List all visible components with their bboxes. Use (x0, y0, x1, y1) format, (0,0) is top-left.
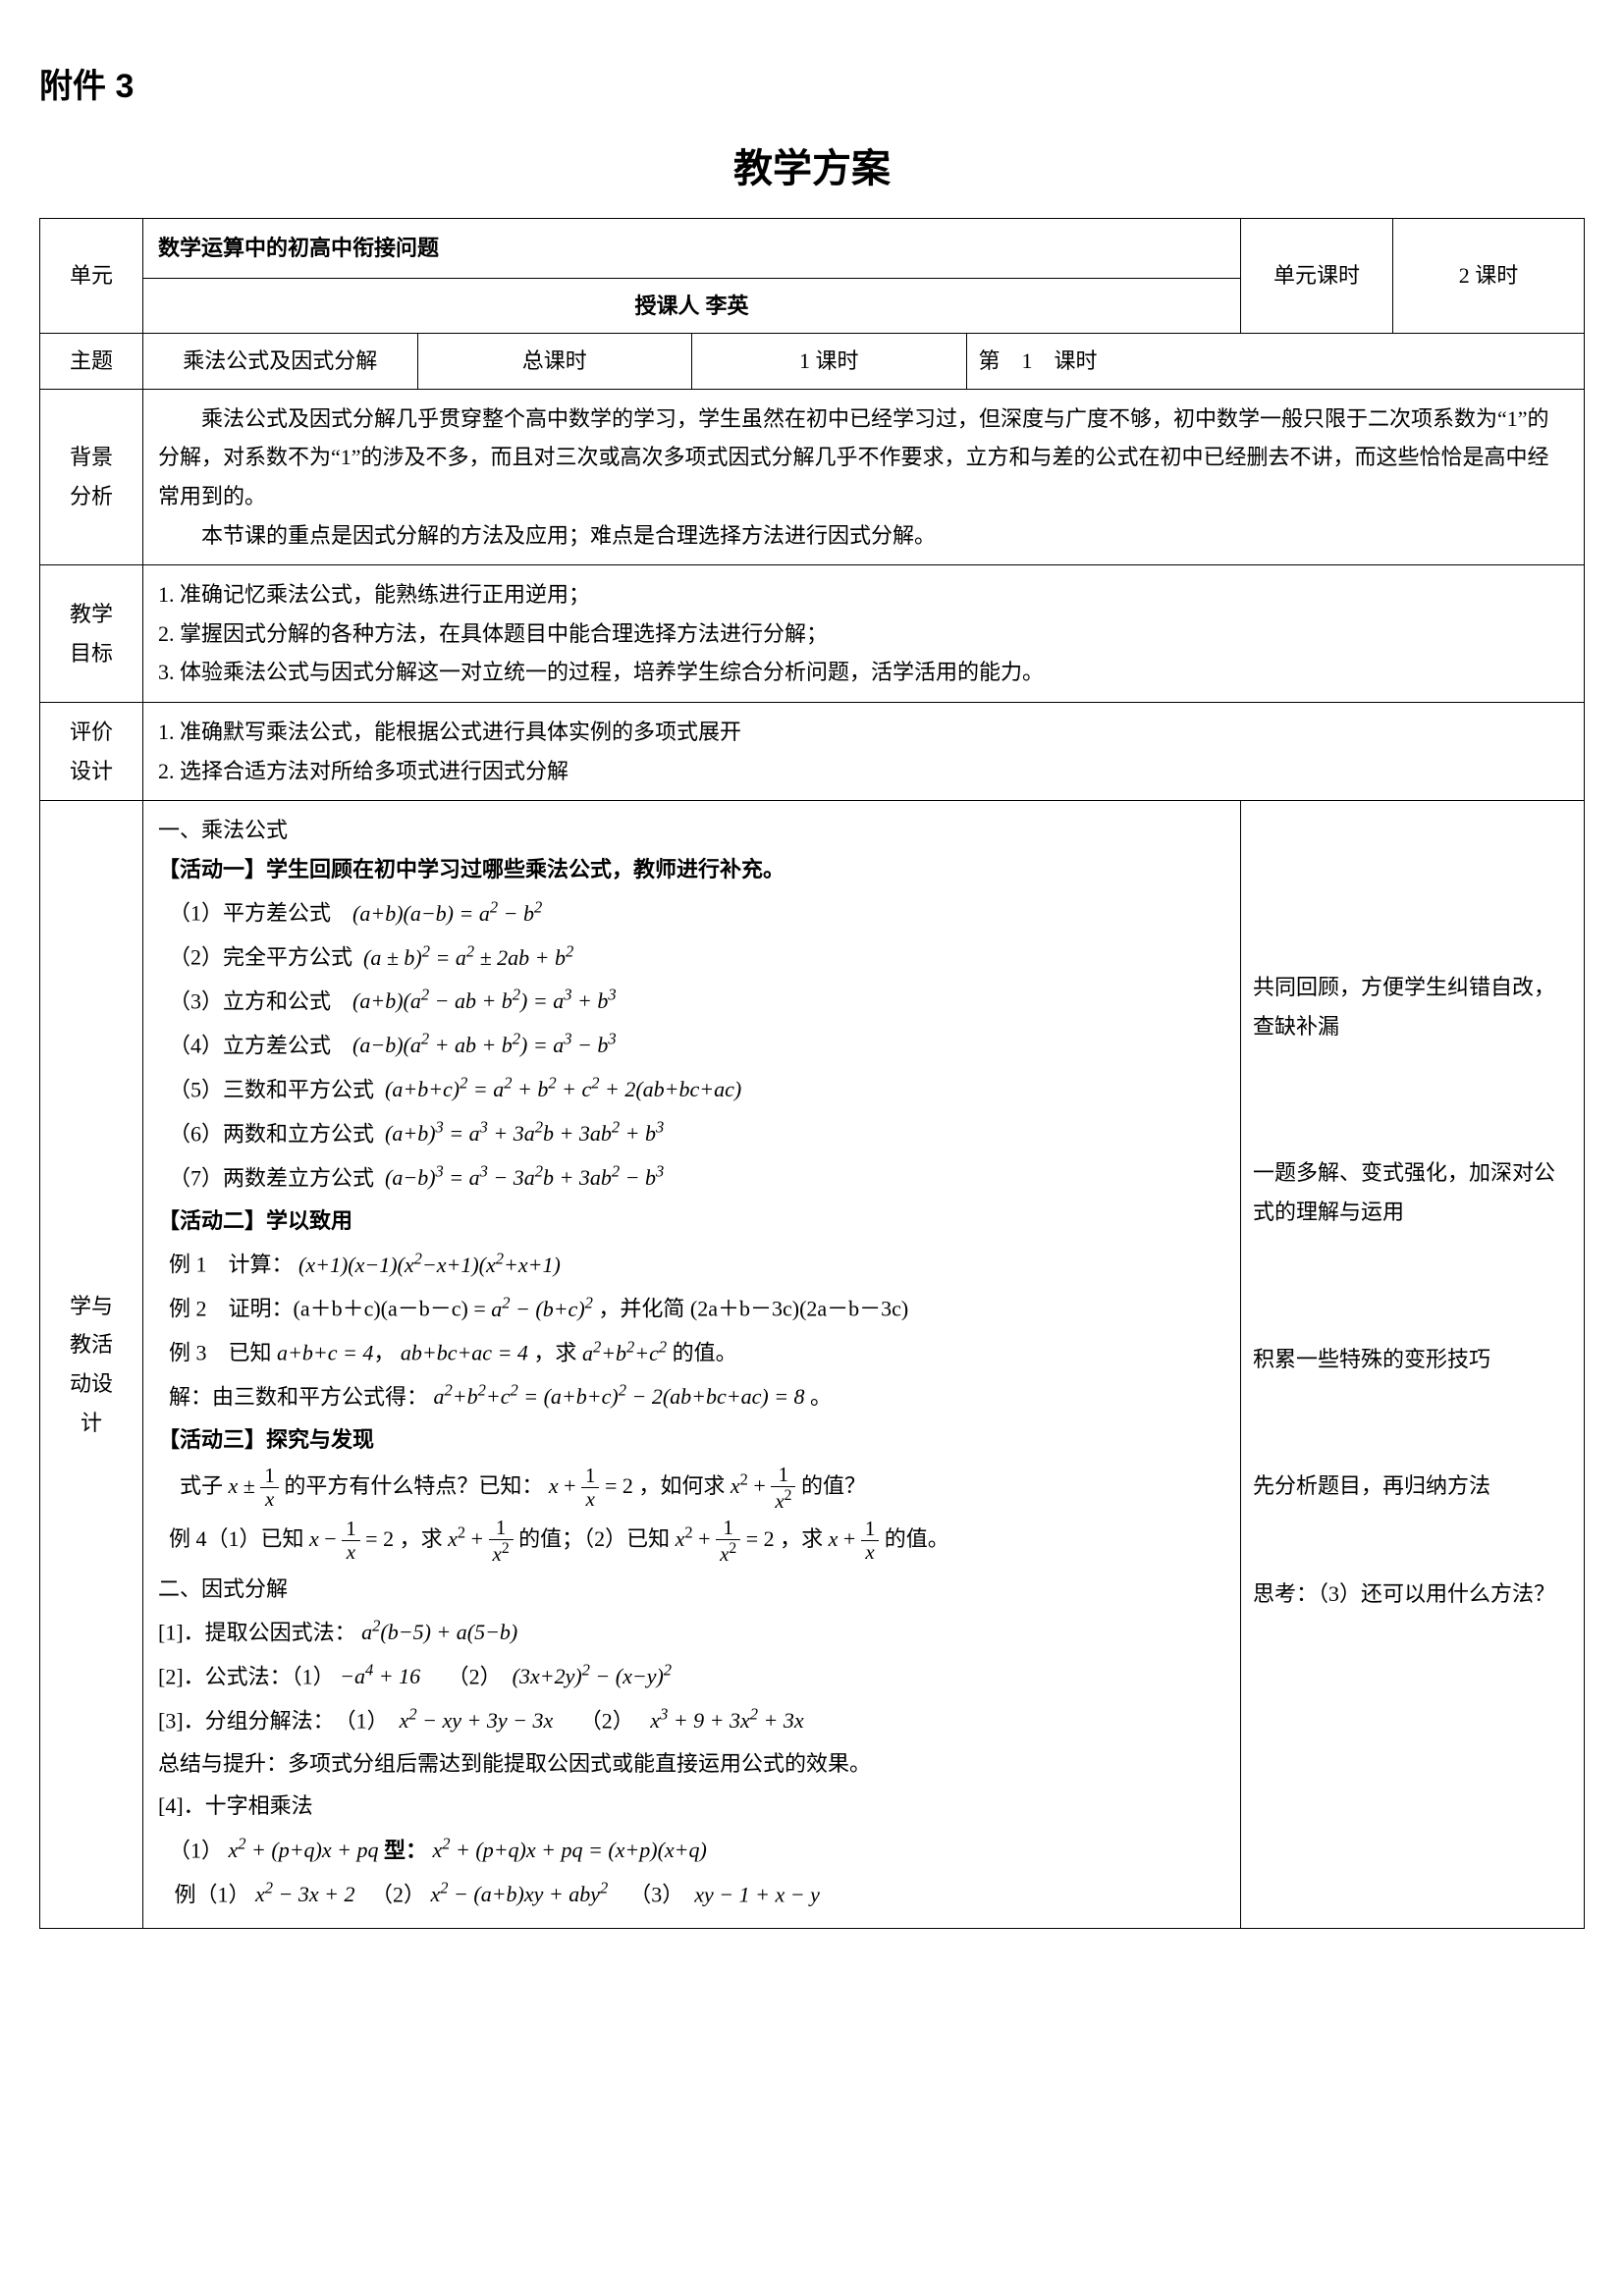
unit-label: 单元 (40, 219, 143, 334)
row-plan: 学与 教活 动设 计 一、乘法公式 【活动一】学生回顾在初中学习过哪些乘法公式，… (40, 801, 1585, 1929)
solution-3: 解：由三数和平方公式得： a2+b2+c2 = (a+b+c)2 − 2(ab+… (158, 1376, 1225, 1416)
plan-content: 一、乘法公式 【活动一】学生回顾在初中学习过哪些乘法公式，教师进行补充。 （1）… (143, 801, 1241, 1929)
method-4-ex: 例（1） x2 − 3x + 2 （2） x2 − (a+b)xy + aby2… (158, 1874, 1225, 1914)
formula-3: （3）立方和公式 (a+b)(a2 − ab + b2) = a3 + b3 (158, 981, 1225, 1021)
page-title: 教学方案 (39, 136, 1585, 193)
goal-1: 1. 准确记忆乘法公式，能熟练进行正用逆用； (158, 575, 1569, 614)
instructor: 授课人 李英 (143, 278, 1241, 334)
formula-1: （1）平方差公式 (a+b)(a−b) = a2 − b2 (158, 892, 1225, 933)
side-note-5: 思考：（3）还可以用什么方法？ (1253, 1575, 1572, 1614)
formula-4: （4）立方差公式 (a−b)(a2 + ab + b2) = a3 − b3 (158, 1025, 1225, 1065)
row-eval: 评价 设计 1. 准确默写乘法公式，能根据公式进行具体实例的多项式展开 2. 选… (40, 702, 1585, 800)
total-hour-label: 总课时 (417, 334, 692, 390)
lesson-plan-table: 单元 数学运算中的初高中衔接问题 单元课时 2 课时 授课人 李英 主题 乘法公… (39, 218, 1585, 1929)
row-goals: 教学 目标 1. 准确记忆乘法公式，能熟练进行正用逆用； 2. 掌握因式分解的各… (40, 565, 1585, 703)
one-hour: 1 课时 (692, 334, 967, 390)
goals-content: 1. 准确记忆乘法公式，能熟练进行正用逆用； 2. 掌握因式分解的各种方法，在具… (143, 565, 1585, 703)
method-1: [1]．提取公因式法： a2(b−5) + a(5−b) (158, 1612, 1225, 1652)
formula-5: （5）三数和平方公式 (a+b+c)2 = a2 + b2 + c2 + 2(a… (158, 1069, 1225, 1109)
example-3: 例 3 已知 a+b+c = 4， ab+bc+ac = 4 ，求 a2+b2+… (158, 1332, 1225, 1372)
unit-hour-label: 单元课时 (1241, 219, 1393, 334)
row-unit: 单元 数学运算中的初高中衔接问题 单元课时 2 课时 (40, 219, 1585, 279)
bg-p1: 乘法公式及因式分解几乎贯穿整个高中数学的学习，学生虽然在初中已经学习过，但深度与… (158, 400, 1569, 516)
formula-2: （2）完全平方公式 (a ± b)2 = a2 ± 2ab + b2 (158, 936, 1225, 977)
method-4: [4]．十字相乘法 (158, 1787, 1225, 1826)
s1-title: 一、乘法公式 (158, 811, 1225, 850)
activity-2: 【活动二】学以致用 (158, 1201, 1225, 1241)
explore-1: 式子 x ± 1x 的平方有什么特点？已知： x + 1x = 2 ，如何求 x… (158, 1464, 1225, 1513)
side-note-4: 先分析题目，再归纳方法 (1253, 1467, 1572, 1506)
eval-label: 评价 设计 (40, 702, 143, 800)
activity-1: 【活动一】学生回顾在初中学习过哪些乘法公式，教师进行补充。 (158, 850, 1225, 889)
side-note-3: 积累一些特殊的变形技巧 (1253, 1340, 1572, 1379)
topic-value: 乘法公式及因式分解 (143, 334, 418, 390)
method-4-1: （1） x2 + (p+q)x + pq 型： x2 + (p+q)x + pq… (158, 1830, 1225, 1870)
eval-1: 1. 准确默写乘法公式，能根据公式进行具体实例的多项式展开 (158, 713, 1569, 752)
example-2: 例 2 证明：(a＋b＋c)(a－b－c) = a2 − (b+c)2 ，并化简… (158, 1288, 1225, 1328)
row-topic: 主题 乘法公式及因式分解 总课时 1 课时 第 1 课时 (40, 334, 1585, 390)
background-content: 乘法公式及因式分解几乎贯穿整个高中数学的学习，学生虽然在初中已经学习过，但深度与… (143, 389, 1585, 564)
method-2: [2]．公式法：（1） −a4 + 16 （2） (3x+2y)2 − (x−y… (158, 1656, 1225, 1696)
formula-7: （7）两数差立方公式 (a−b)3 = a3 − 3a2b + 3ab2 − b… (158, 1157, 1225, 1198)
activity-3: 【活动三】探究与发现 (158, 1420, 1225, 1460)
topic-label: 主题 (40, 334, 143, 390)
background-label: 背景 分析 (40, 389, 143, 564)
formula-6: （6）两数和立方公式 (a+b)3 = a3 + 3a2b + 3ab2 + b… (158, 1113, 1225, 1153)
eval-2: 2. 选择合适方法对所给多项式进行因式分解 (158, 752, 1569, 791)
goal-2: 2. 掌握因式分解的各种方法，在具体题目中能合理选择方法进行分解； (158, 614, 1569, 654)
unit-title: 数学运算中的初高中衔接问题 (143, 219, 1241, 279)
eval-content: 1. 准确默写乘法公式，能根据公式进行具体实例的多项式展开 2. 选择合适方法对… (143, 702, 1585, 800)
plan-label: 学与 教活 动设 计 (40, 801, 143, 1929)
example-4: 例 4（1）已知 x − 1x = 2 ，求 x2 + 1x2 的值；（2）已知… (158, 1517, 1225, 1566)
side-notes: 共同回顾，方便学生纠错自改，查缺补漏 一题多解、变式强化，加深对公式的理解与运用… (1241, 801, 1585, 1929)
unit-title-text: 数学运算中的初高中衔接问题 (158, 236, 439, 260)
first-hour: 第 1 课时 (966, 334, 1585, 390)
example-1: 例 1 计算： (x+1)(x−1)(x2−x+1)(x2+x+1) (158, 1244, 1225, 1284)
goals-label: 教学 目标 (40, 565, 143, 703)
method-3: [3]．分组分解法： （1） x2 − xy + 3y − 3x （2） x3 … (158, 1700, 1225, 1740)
unit-hour-value: 2 课时 (1393, 219, 1585, 334)
summary: 总结与提升：多项式分组后需达到能提取公因式或能直接运用公式的效果。 (158, 1744, 1225, 1784)
s2-title: 二、因式分解 (158, 1570, 1225, 1609)
bg-p2: 本节课的重点是因式分解的方法及应用；难点是合理选择方法进行因式分解。 (158, 516, 1569, 556)
side-note-1: 共同回顾，方便学生纠错自改，查缺补漏 (1253, 968, 1572, 1045)
side-note-2: 一题多解、变式强化，加深对公式的理解与运用 (1253, 1153, 1572, 1231)
goal-3: 3. 体验乘法公式与因式分解这一对立统一的过程，培养学生综合分析问题，活学活用的… (158, 653, 1569, 692)
row-background: 背景 分析 乘法公式及因式分解几乎贯穿整个高中数学的学习，学生虽然在初中已经学习… (40, 389, 1585, 564)
attachment-label: 附件 3 (39, 59, 1585, 107)
